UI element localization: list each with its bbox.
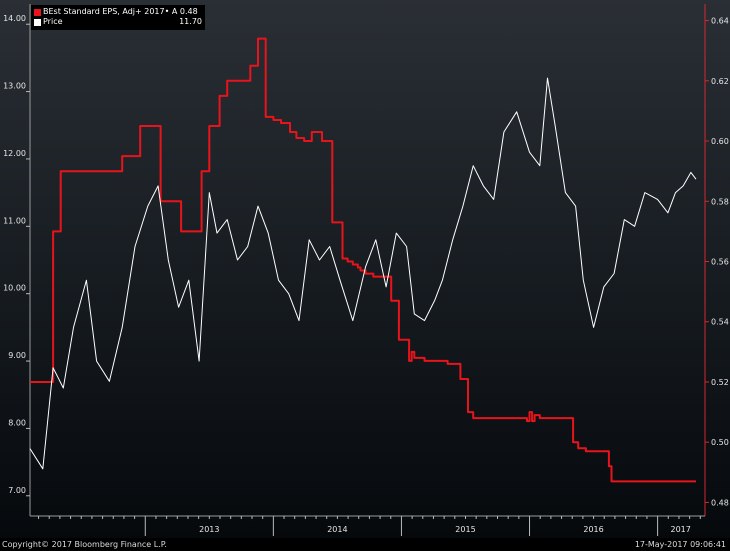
x-axis-tick-label: 2015	[455, 525, 475, 534]
legend-item-price[interactable]: Price 11.70	[34, 17, 202, 27]
legend: BEst Standard EPS, Adj+ 2017• A 0.486 Pr…	[31, 5, 205, 30]
left-axis-tick-label: 7.00	[8, 486, 26, 495]
left-axis-tick-label: 14.00	[3, 14, 26, 23]
left-axis-tick-label: 12.00	[3, 149, 26, 158]
x-axis-tick-label: 2013	[199, 525, 219, 534]
series-line-price	[29, 77, 697, 470]
legend-swatch-eps	[34, 8, 41, 16]
right-axis-tick-label: 0.56	[711, 258, 729, 267]
right-axis-tick-label: 0.48	[711, 498, 729, 507]
left-axis-tick-label: 10.00	[3, 284, 26, 293]
left-axis-tick-label: 9.00	[8, 351, 26, 360]
right-axis-tick-label: 0.62	[711, 77, 729, 86]
copyright-text: Copyright© 2017 Bloomberg Finance L.P.	[2, 540, 167, 549]
legend-item-eps[interactable]: BEst Standard EPS, Adj+ 2017• A 0.486	[34, 7, 202, 17]
left-axis-tick-label: 11.00	[3, 216, 26, 225]
right-axis-tick-label: 0.64	[711, 17, 729, 26]
legend-swatch-price	[34, 18, 41, 26]
left-axis-tick-label: 13.00	[3, 82, 26, 91]
timestamp-text: 17-May-2017 09:06:41	[634, 540, 726, 549]
x-axis-tick-label: 2017	[670, 525, 690, 534]
legend-label-price: Price	[43, 17, 63, 26]
right-axis-tick-label: 0.50	[711, 438, 729, 447]
legend-label-eps: BEst Standard EPS, Adj+ 2017• A 0.486	[43, 7, 198, 16]
right-axis-tick-label: 0.52	[711, 378, 729, 387]
right-axis-tick-label: 0.60	[711, 137, 729, 146]
legend-value-price: 11.70	[179, 17, 202, 26]
right-axis-tick-label: 0.58	[711, 197, 729, 206]
footer: Copyright© 2017 Bloomberg Finance L.P. 1…	[0, 538, 730, 551]
x-axis-tick-label: 2016	[583, 525, 603, 534]
series-line-eps	[30, 37, 696, 483]
x-axis-tick-label: 2014	[327, 525, 347, 534]
left-axis-tick-label: 8.00	[8, 418, 26, 427]
right-axis-tick-label: 0.54	[711, 318, 729, 327]
